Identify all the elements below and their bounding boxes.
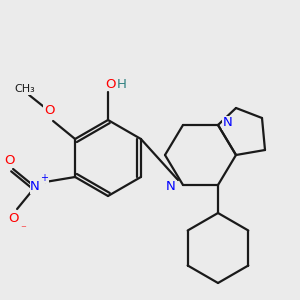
Text: O: O — [44, 104, 54, 118]
Text: O: O — [105, 77, 115, 91]
Text: O: O — [4, 154, 14, 167]
Text: N: N — [30, 181, 40, 194]
Text: CH₃: CH₃ — [15, 84, 35, 94]
Text: N: N — [166, 181, 176, 194]
Text: H: H — [117, 77, 127, 91]
Text: O: O — [8, 212, 18, 226]
Text: ⁻: ⁻ — [20, 224, 26, 234]
Text: +: + — [40, 173, 48, 183]
Text: N: N — [223, 116, 233, 130]
